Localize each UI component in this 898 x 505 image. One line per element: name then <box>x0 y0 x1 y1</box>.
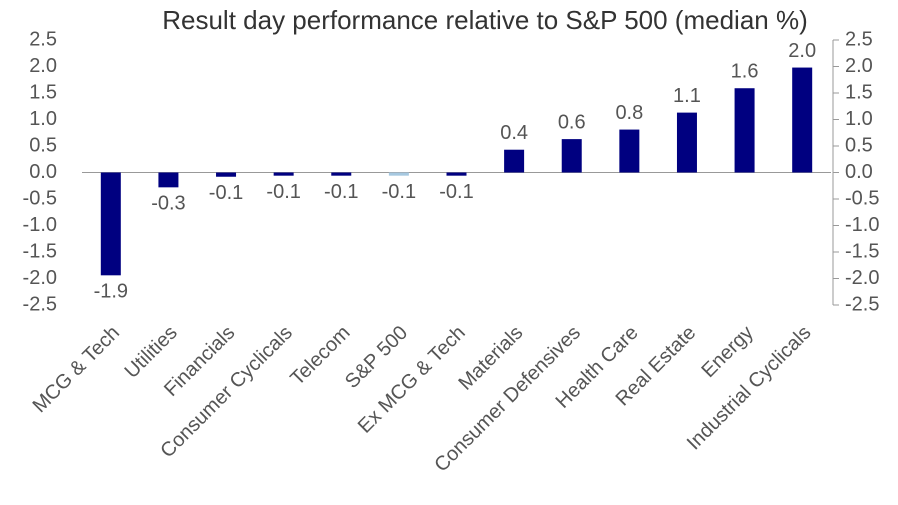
value-label: 1.6 <box>731 61 759 83</box>
y2-tick-label: 1.0 <box>845 108 873 130</box>
y2-tick-label: -1.5 <box>845 240 879 262</box>
bar <box>273 172 294 176</box>
y2-tick-label: -2.0 <box>845 267 879 289</box>
y-tick-label: 2.5 <box>29 28 57 50</box>
y2-tick-label: -1.0 <box>845 214 879 236</box>
y-tick-label: -1.0 <box>23 214 57 236</box>
value-label: -1.9 <box>94 281 128 303</box>
y-tick-label: -2.5 <box>23 293 57 315</box>
y-tick-label: -2.0 <box>23 267 57 289</box>
bar <box>158 172 179 188</box>
value-label: -0.1 <box>382 181 416 203</box>
y2-tick-label: 0.0 <box>845 161 873 183</box>
value-label: -0.1 <box>439 181 473 203</box>
y2-tick-label: 2.5 <box>845 28 873 50</box>
y2-tick-label: 2.0 <box>845 55 873 77</box>
bar <box>504 149 525 173</box>
x-tick-label: MCG & Tech <box>29 322 124 417</box>
value-label: 0.4 <box>500 122 528 144</box>
value-label: -0.3 <box>151 193 185 215</box>
y2-tick-label: -0.5 <box>845 187 879 209</box>
x-tick-label: Ex MCG & Tech <box>354 322 470 438</box>
y-tick-label: 0.5 <box>29 134 57 156</box>
bar <box>100 172 121 276</box>
y-tick-label: -1.5 <box>23 240 57 262</box>
y2-tick-label: -2.5 <box>845 293 879 315</box>
chart-title: Result day performance relative to S&P 5… <box>162 5 808 35</box>
value-label: 0.8 <box>615 102 643 124</box>
y-tick-label: 1.0 <box>29 108 57 130</box>
value-label: 1.1 <box>673 85 701 107</box>
y2-tick-label: 1.5 <box>845 81 873 103</box>
value-label: -0.1 <box>324 181 358 203</box>
y2-tick-label: 0.5 <box>845 134 873 156</box>
y-tick-label: 2.0 <box>29 55 57 77</box>
bar <box>561 139 582 173</box>
value-label: 0.6 <box>558 111 586 133</box>
bar <box>792 67 813 173</box>
value-label: 2.0 <box>788 40 816 62</box>
bar <box>446 172 467 176</box>
y-tick-label: 0.0 <box>29 161 57 183</box>
y-tick-label: 1.5 <box>29 81 57 103</box>
bar <box>734 88 755 173</box>
value-label: -0.1 <box>209 182 243 204</box>
y-tick-label: -0.5 <box>23 187 57 209</box>
bar <box>216 172 237 177</box>
bar <box>388 172 409 176</box>
value-label: -0.1 <box>266 181 300 203</box>
bar <box>619 129 640 173</box>
bar <box>676 112 697 173</box>
bar <box>331 172 352 176</box>
